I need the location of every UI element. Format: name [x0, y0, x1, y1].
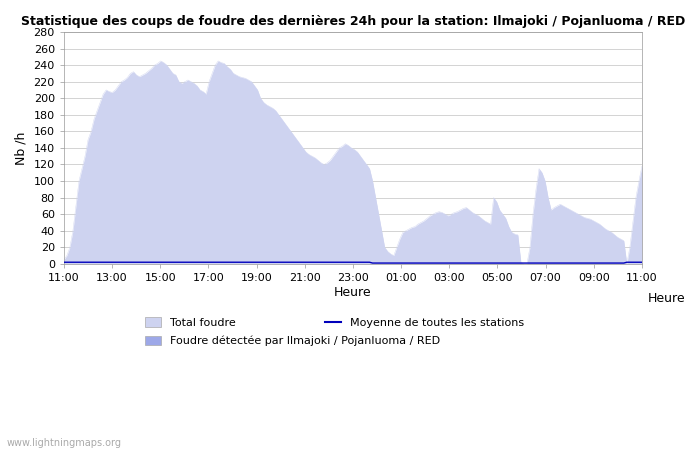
Legend: Foudre détectée par Ilmajoki / Pojanluoma / RED: Foudre détectée par Ilmajoki / Pojanluom… [144, 336, 440, 346]
Text: www.lightningmaps.org: www.lightningmaps.org [7, 438, 122, 448]
Text: Heure: Heure [648, 292, 685, 305]
Title: Statistique des coups de foudre des dernières 24h pour la station: Ilmajoki / Po: Statistique des coups de foudre des dern… [21, 15, 685, 28]
X-axis label: Heure: Heure [334, 286, 372, 299]
Y-axis label: Nb /h: Nb /h [15, 131, 28, 165]
